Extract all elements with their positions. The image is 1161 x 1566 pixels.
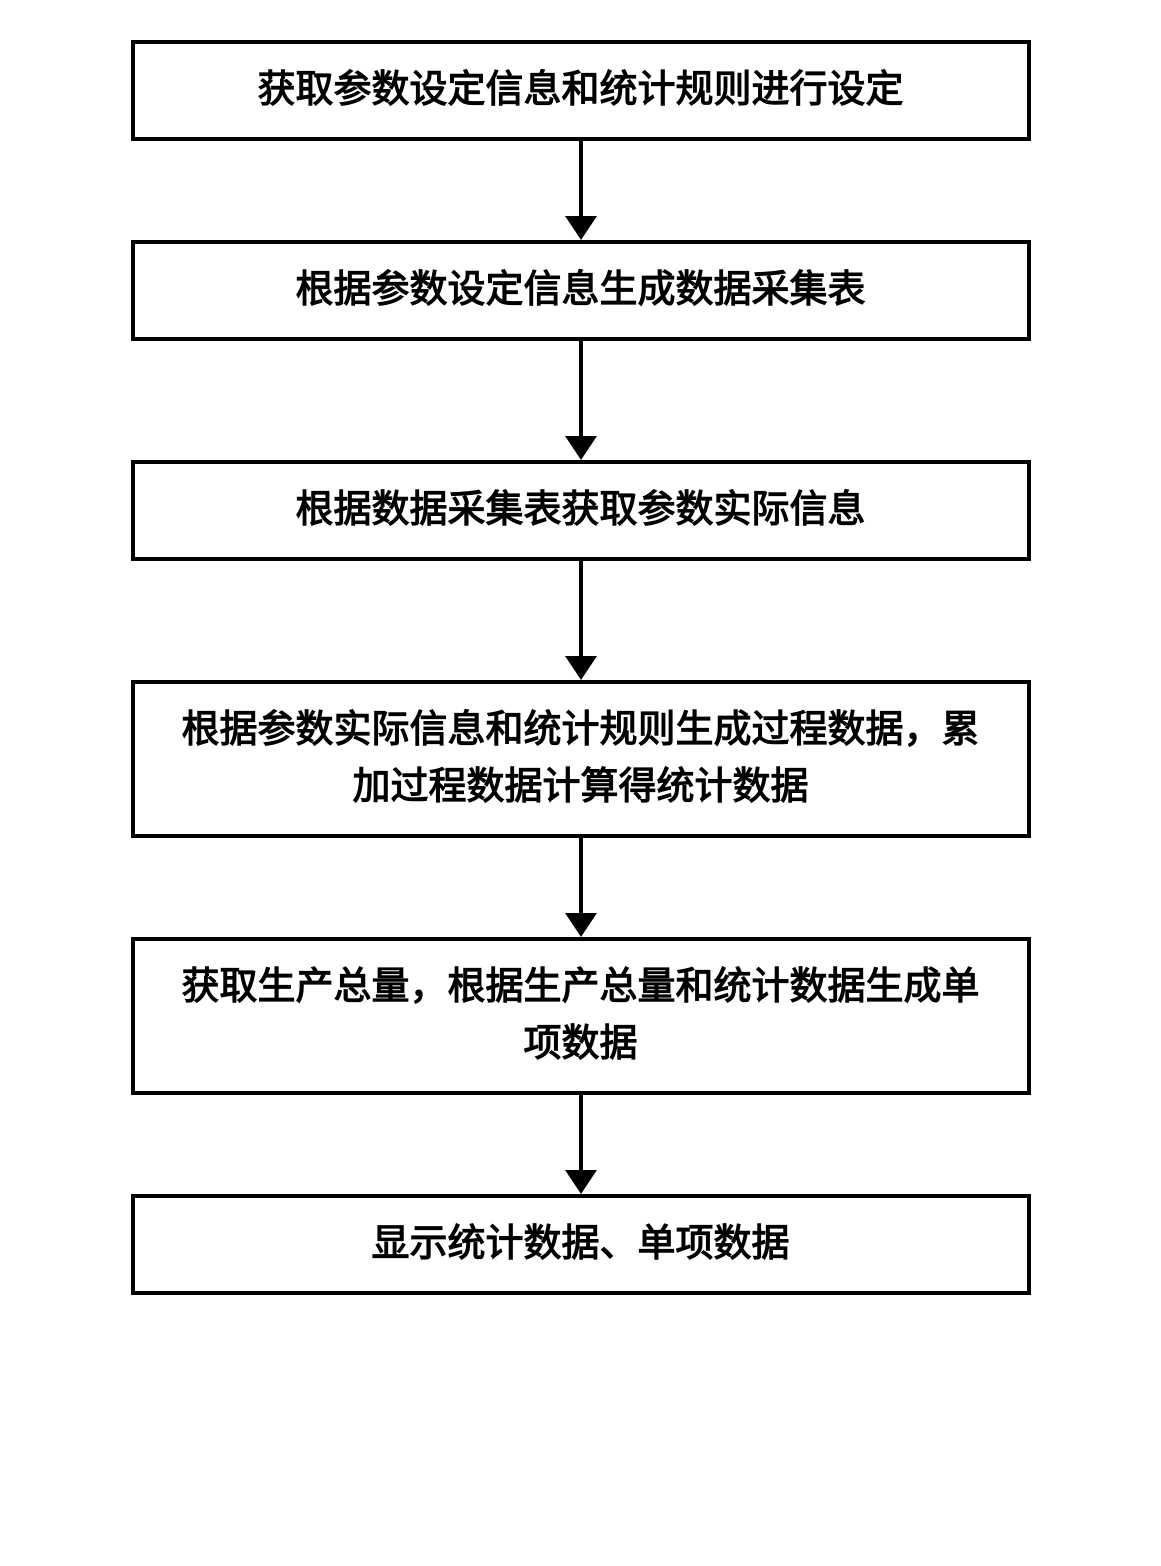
flowchart-step-2: 根据参数设定信息生成数据采集表 — [131, 240, 1031, 341]
step-text: 获取生产总量，根据生产总量和统计数据生成单项数据 — [181, 966, 979, 1065]
arrow-line — [579, 561, 583, 656]
step-text: 显示统计数据、单项数据 — [371, 1223, 789, 1265]
flowchart-step-4: 根据参数实际信息和统计规则生成过程数据，累加过程数据计算得统计数据 — [131, 680, 1031, 838]
flowchart-step-6: 显示统计数据、单项数据 — [131, 1194, 1031, 1295]
flowchart-step-5: 获取生产总量，根据生产总量和统计数据生成单项数据 — [131, 937, 1031, 1095]
flowchart-arrow-2 — [565, 341, 597, 460]
arrow-head-icon — [565, 436, 597, 460]
step-text: 根据数据采集表获取参数实际信息 — [295, 489, 865, 531]
flowchart-arrow-4 — [565, 838, 597, 937]
arrow-head-icon — [565, 1170, 597, 1194]
arrow-head-icon — [565, 656, 597, 680]
flowchart-arrow-3 — [565, 561, 597, 680]
arrow-head-icon — [565, 216, 597, 240]
flowchart-arrow-1 — [565, 141, 597, 240]
step-text: 根据参数实际信息和统计规则生成过程数据，累加过程数据计算得统计数据 — [181, 709, 979, 808]
arrow-line — [579, 341, 583, 436]
step-text: 根据参数设定信息生成数据采集表 — [295, 269, 865, 311]
flowchart-container: 获取参数设定信息和统计规则进行设定 根据参数设定信息生成数据采集表 根据数据采集… — [131, 40, 1031, 1295]
arrow-line — [579, 838, 583, 913]
arrow-head-icon — [565, 913, 597, 937]
flowchart-step-1: 获取参数设定信息和统计规则进行设定 — [131, 40, 1031, 141]
step-text: 获取参数设定信息和统计规则进行设定 — [257, 69, 903, 111]
flowchart-step-3: 根据数据采集表获取参数实际信息 — [131, 460, 1031, 561]
arrow-line — [579, 141, 583, 216]
flowchart-arrow-5 — [565, 1095, 597, 1194]
arrow-line — [579, 1095, 583, 1170]
